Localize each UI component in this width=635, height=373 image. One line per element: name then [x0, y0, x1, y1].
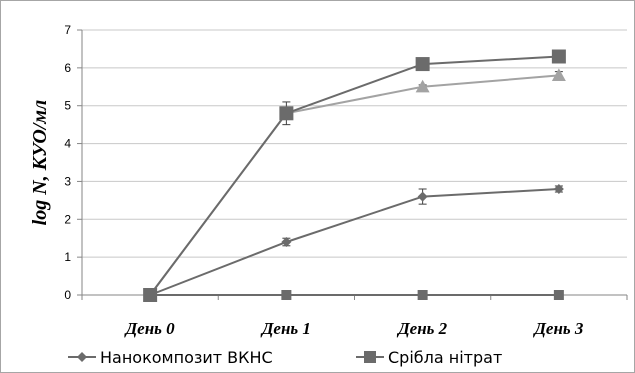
y-tick-label: 7 — [64, 23, 71, 37]
data-point — [551, 49, 566, 64]
y-tick-label: 0 — [64, 288, 71, 302]
data-point — [415, 57, 430, 72]
x-tick-label: День 3 — [532, 319, 584, 338]
data-point — [281, 290, 292, 300]
data-point — [415, 79, 430, 93]
x-tick-label: День 2 — [396, 319, 448, 338]
y-tick-label: 6 — [64, 61, 71, 75]
legend-label: Нанокомпозит ВКНС — [100, 348, 273, 367]
data-point — [553, 290, 564, 300]
data-point — [553, 184, 564, 194]
data-point — [281, 237, 292, 247]
x-tick-label: День 0 — [124, 319, 176, 338]
series-line — [149, 74, 559, 296]
y-tick-label: 1 — [64, 250, 71, 264]
series-line — [149, 188, 559, 296]
data-point — [551, 68, 566, 82]
x-tick-label: День 1 — [260, 319, 311, 338]
legend-label: Срібла нітрат — [388, 348, 502, 367]
legend-marker — [364, 351, 376, 363]
y-tick-label: 3 — [64, 174, 71, 188]
y-tick-label: 4 — [64, 137, 71, 151]
data-point — [417, 191, 428, 202]
data-point — [279, 106, 294, 121]
legend-marker — [77, 352, 87, 362]
y-tick-label: 2 — [64, 212, 71, 226]
data-point — [417, 290, 428, 300]
series-line — [149, 55, 559, 296]
y-tick-label: 5 — [64, 99, 71, 113]
y-axis-label: log N, КУО/мл — [29, 100, 51, 226]
data-point — [143, 288, 158, 302]
